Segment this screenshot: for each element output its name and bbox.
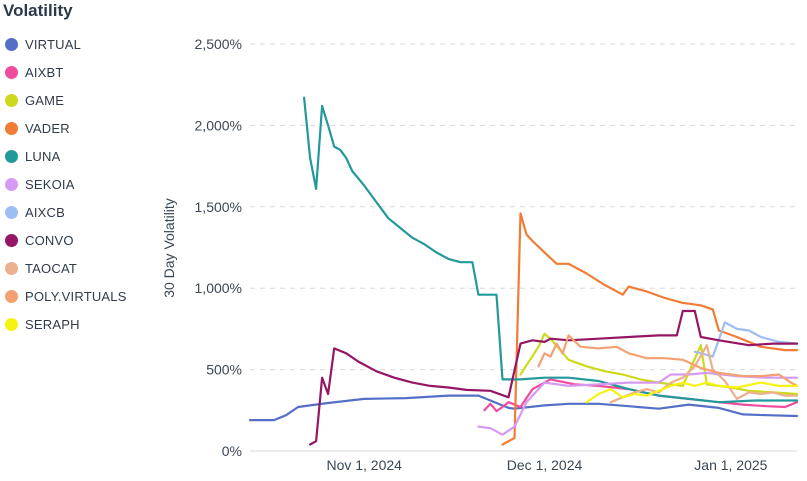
legend-item-vader[interactable]: VADER <box>5 114 127 142</box>
legend-swatch <box>5 149 18 163</box>
legend-swatch <box>5 37 18 51</box>
legend-label: AIXCB <box>25 204 66 220</box>
legend-item-poly-virtuals[interactable]: POLY.VIRTUALS <box>5 282 127 310</box>
legend-label: SERAPH <box>25 316 80 332</box>
y-tick-label: 1,500% <box>195 199 242 215</box>
series-line-taocat[interactable] <box>609 344 799 404</box>
series-line-luna[interactable] <box>303 96 799 404</box>
series-line-poly-virtuals[interactable] <box>537 334 799 387</box>
x-tick-label: Dec 1, 2024 <box>507 457 583 473</box>
legend-item-sekoia[interactable]: SEKOIA <box>5 170 127 198</box>
legend-swatch <box>5 121 18 135</box>
legend-label: AIXBT <box>25 64 64 80</box>
legend-label: TAOCAT <box>25 260 77 276</box>
legend-label: LUNA <box>25 148 61 164</box>
legend-label: GAME <box>25 92 65 108</box>
legend-item-virtual[interactable]: VIRTUAL <box>5 30 127 58</box>
legend-swatch <box>5 205 18 219</box>
legend-label: POLY.VIRTUALS <box>25 288 127 304</box>
legend-item-seraph[interactable]: SERAPH <box>5 310 127 338</box>
x-tick-label: Nov 1, 2024 <box>326 457 402 473</box>
y-tick-label: 0% <box>222 443 242 459</box>
legend-label: VIRTUAL <box>25 36 82 52</box>
y-tick-label: 2,500% <box>195 36 242 52</box>
legend-swatch <box>5 289 18 303</box>
legend-label: CONVO <box>25 232 74 248</box>
legend-item-aixcb[interactable]: AIXCB <box>5 198 127 226</box>
legend-swatch <box>5 261 18 275</box>
y-axis-label: 30 Day Volatility <box>161 198 177 298</box>
series-line-seraph[interactable] <box>585 381 799 404</box>
legend-swatch <box>5 65 18 79</box>
legend-swatch <box>5 233 18 247</box>
legend-title: Volatility <box>3 1 73 20</box>
y-tick-label: 500% <box>206 362 242 378</box>
series-line-vader[interactable] <box>501 212 799 446</box>
legend-item-game[interactable]: GAME <box>5 86 127 114</box>
series-line-game[interactable] <box>519 332 799 396</box>
legend-swatch <box>5 93 18 107</box>
y-tick-label: 1,000% <box>195 280 242 296</box>
legend: VIRTUAL AIXBT GAME VADER LUNA SEKOIA AIXCB CONV… <box>5 30 127 338</box>
legend-label: SEKOIA <box>25 176 75 192</box>
legend-item-convo[interactable]: CONVO <box>5 226 127 254</box>
legend-item-aixbt[interactable]: AIXBT <box>5 58 127 86</box>
series-line-convo[interactable] <box>309 309 799 446</box>
legend-item-luna[interactable]: LUNA <box>5 142 127 170</box>
series-line-sekoia[interactable] <box>477 371 799 436</box>
x-tick-label: Jan 1, 2025 <box>694 457 767 473</box>
series-line-aixcb[interactable] <box>693 321 799 358</box>
legend-label: VADER <box>25 120 70 136</box>
y-tick-label: 2,000% <box>195 117 242 133</box>
series-line-virtual[interactable] <box>248 394 799 422</box>
legend-swatch <box>5 177 18 191</box>
legend-swatch <box>5 317 18 331</box>
legend-item-taocat[interactable]: TAOCAT <box>5 254 127 282</box>
